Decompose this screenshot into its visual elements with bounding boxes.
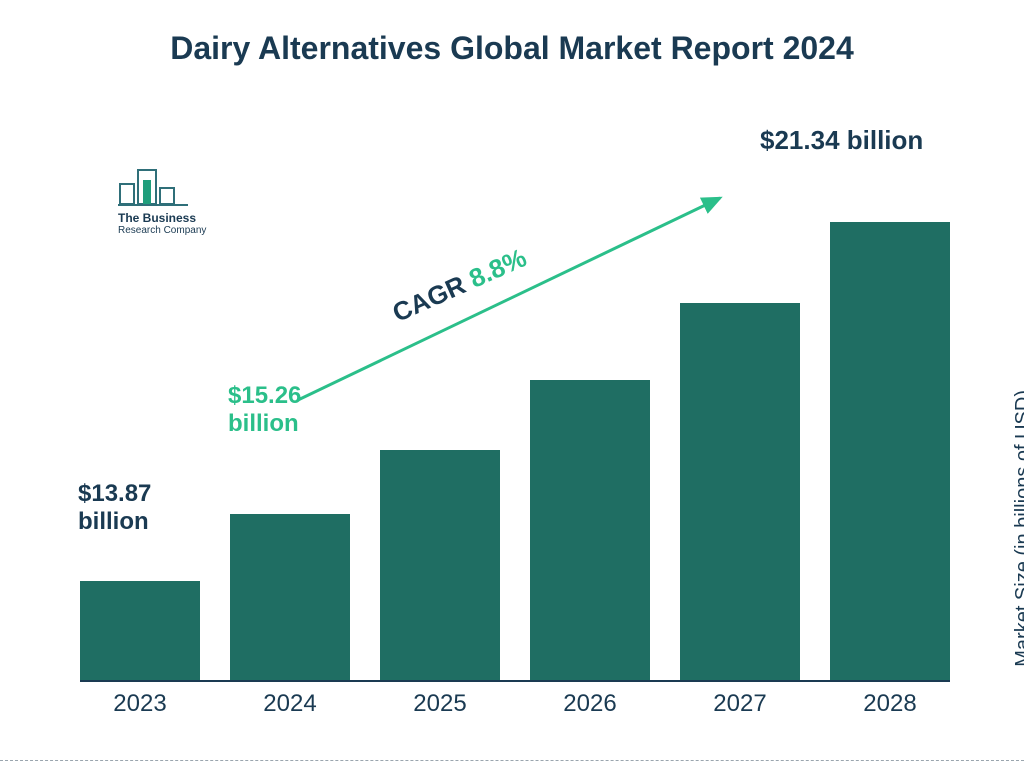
- bar-slot: 2026: [530, 380, 650, 680]
- x-axis-tick-label: 2027: [680, 690, 800, 718]
- chart-title: Dairy Alternatives Global Market Report …: [0, 30, 1024, 67]
- x-axis-line: [80, 680, 950, 682]
- chart-title-text: Dairy Alternatives Global Market Report …: [170, 30, 854, 66]
- bar-value-label: $21.34 billion: [760, 126, 923, 156]
- bar-slot: 2025: [380, 450, 500, 680]
- x-axis-tick-label: 2025: [380, 690, 500, 718]
- x-axis-tick-label: 2024: [230, 690, 350, 718]
- x-axis-tick-label: 2028: [830, 690, 950, 718]
- bar: [530, 380, 650, 680]
- y-axis-label-text: Market Size (in billions of USD): [1012, 390, 1024, 667]
- x-axis-tick-label: 2026: [530, 690, 650, 718]
- bar: [230, 514, 350, 680]
- bar-slot: 2023: [80, 581, 200, 680]
- bar: [680, 303, 800, 680]
- x-axis-tick-label: 2023: [80, 690, 200, 718]
- bar-slot: 2027: [680, 303, 800, 680]
- bar: [830, 222, 950, 680]
- bar: [380, 450, 500, 680]
- bar-group: 2023 20242025202620272028: [80, 150, 950, 680]
- bar-slot: 2028: [830, 222, 950, 680]
- bar-value-label: $15.26billion: [228, 382, 301, 437]
- bar: [80, 581, 200, 680]
- bar-value-label: $13.87billion: [78, 480, 151, 535]
- y-axis-label: Market Size (in billions of USD): [1012, 390, 1024, 667]
- footer-divider: [0, 760, 1024, 761]
- bar-slot: 2024: [230, 514, 350, 680]
